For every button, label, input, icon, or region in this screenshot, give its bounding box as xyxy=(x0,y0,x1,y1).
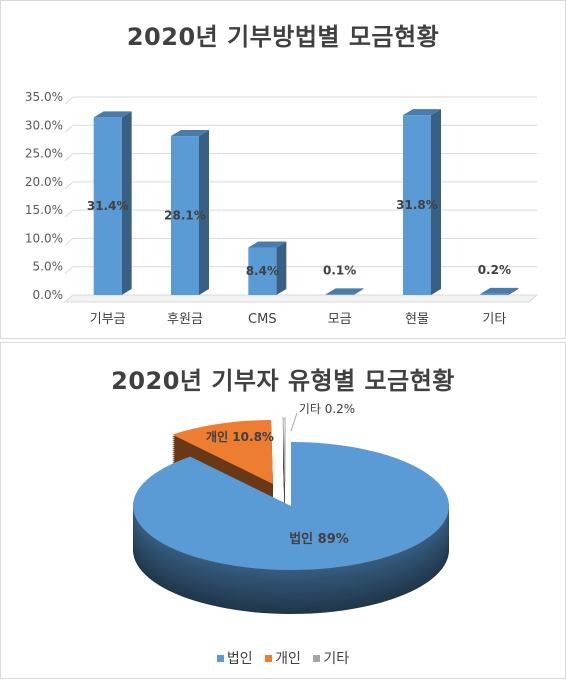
pie-label-other: 기타 0.2% xyxy=(299,402,355,416)
pie-chart-panel: 2020년 기부자 유형별 모금현황 법인 89% 개인 10.8% 기타 0.2%… xyxy=(0,342,566,679)
bar-top xyxy=(248,241,287,248)
bar-data-label: 0.1% xyxy=(323,263,356,277)
gridline-depth xyxy=(64,96,74,105)
gridline-depth xyxy=(64,153,74,161)
pie-slice-corporate xyxy=(132,442,449,570)
y-tick-label: 35.0% xyxy=(25,90,63,104)
y-tick-label: 20.0% xyxy=(25,175,63,189)
bar-side xyxy=(199,130,209,295)
pie-label-individual: 개인 10.8% xyxy=(206,429,274,444)
legend-label-individual: 개인 xyxy=(275,651,301,667)
pie-slice-other xyxy=(282,417,286,483)
bar-data-label: 31.8% xyxy=(396,198,438,212)
bar-side xyxy=(431,109,441,295)
bar-chart: 0.0% 5.0% 10.0% 15.0% 20.0% 25.0% 30.0% 35.0% 31… xyxy=(25,90,539,327)
gridline-depth xyxy=(64,209,74,218)
gridline-depth xyxy=(64,124,74,133)
bar xyxy=(248,247,277,295)
legend-label-other: 기타 xyxy=(323,651,350,667)
bar xyxy=(93,117,122,295)
y-tick-label: 10.0% xyxy=(25,231,63,245)
bar xyxy=(480,293,509,295)
bar-data-label: 31.4% xyxy=(87,199,129,213)
pie-chart: 법인 89% 개인 10.8% 기타 0.2% xyxy=(132,402,449,614)
legend-item-individual: 개인 xyxy=(265,648,301,668)
legend-label-corporate: 법인 xyxy=(226,651,253,667)
x-tick-label: 기부금 xyxy=(90,312,126,327)
bar-top xyxy=(171,130,209,137)
bar-data-label: 0.2% xyxy=(478,263,511,277)
bar-side xyxy=(508,287,519,295)
legend-swatch-other xyxy=(313,654,321,662)
bar-chart-panel: 2020년 기부방법별 모금현황 0.0% 5.0% 10.0% 15.0% 20.0%… xyxy=(0,0,566,339)
bar-data-label: 8.4% xyxy=(246,264,279,278)
bar xyxy=(325,294,354,295)
y-tick-label: 0.0% xyxy=(33,288,64,302)
legend-swatch-individual xyxy=(265,654,273,662)
x-tick-label: 기타 xyxy=(482,312,506,327)
x-tick-label: 모금 xyxy=(328,312,352,327)
bar-side xyxy=(353,288,364,295)
y-tick-label: 30.0% xyxy=(25,118,63,132)
pie-slice-individual xyxy=(172,420,273,484)
gridline-depth xyxy=(64,238,74,246)
y-tick-label: 25.0% xyxy=(25,147,63,161)
bar-top xyxy=(325,288,364,295)
pie-chart-title: 2020년 기부자 유형별 모금현황 xyxy=(111,367,455,395)
y-tick-label: 15.0% xyxy=(25,203,63,217)
bar-top xyxy=(480,287,519,294)
pie-label-corporate: 법인 89% xyxy=(289,531,349,547)
bar-chart-title: 2020년 기부방법별 모금현황 xyxy=(126,23,440,51)
legend-item-other: 기타 xyxy=(313,648,349,668)
pie-legend: 법인 개인 기타 xyxy=(1,648,565,668)
y-tick-label: 5.0% xyxy=(33,260,64,274)
bar xyxy=(171,136,199,295)
chart-floor xyxy=(63,294,539,303)
gridline-depth xyxy=(64,266,74,275)
x-tick-label: CMS xyxy=(248,312,277,327)
bar-top xyxy=(403,109,441,116)
bar xyxy=(403,115,431,295)
bar-side xyxy=(121,111,132,295)
pie-leader-line xyxy=(290,412,298,432)
legend-swatch-corporate xyxy=(216,654,224,662)
x-tick-label: 후원금 xyxy=(167,312,203,327)
legend-item-corporate: 법인 xyxy=(216,648,253,668)
x-tick-label: 현물 xyxy=(405,312,429,327)
bar-data-label: 28.1% xyxy=(164,209,206,223)
gridline-depth xyxy=(64,181,74,190)
bar-top xyxy=(93,111,132,118)
bar-side xyxy=(276,241,287,295)
